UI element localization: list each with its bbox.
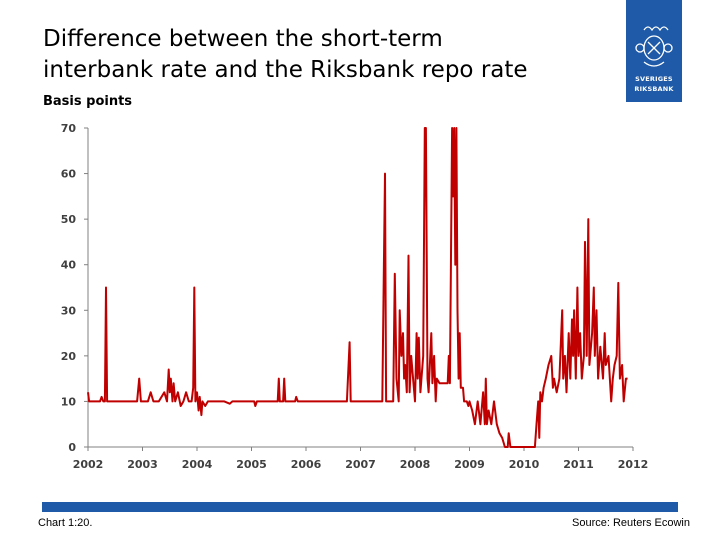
logo-text-line-1: SVERIGES <box>635 75 673 83</box>
y-tick-label: 0 <box>68 441 76 454</box>
riksbank-logo: SVERIGES RIKSBANK <box>626 0 682 102</box>
chart-title: Difference between the short-term interb… <box>43 24 623 86</box>
x-tick-label: 2006 <box>291 458 322 471</box>
y-tick-label: 50 <box>61 213 77 226</box>
chart-title-line-2: interbank rate and the Riksbank repo rat… <box>43 57 528 83</box>
y-axis-unit-label: Basis points <box>43 94 133 109</box>
y-tick-label: 60 <box>61 168 77 181</box>
x-tick-label: 2011 <box>563 458 594 471</box>
y-tick-label: 70 <box>61 122 77 135</box>
y-tick-label: 10 <box>61 395 77 408</box>
footer-bar <box>42 502 678 512</box>
chart-axes <box>87 128 633 448</box>
chart-title-line-1: Difference between the short-term <box>43 26 443 52</box>
chart-number: Chart 1:20. <box>38 517 93 529</box>
line-chart: 0 10 20 30 40 50 60 70 2002 2003 2004 2005 2006 2007… <box>61 122 649 471</box>
x-tick-label: 2004 <box>182 458 213 471</box>
y-tick-label: 40 <box>61 259 77 272</box>
logo-text-line-2: RIKSBANK <box>634 85 674 93</box>
y-tick-label: 20 <box>61 350 77 363</box>
chart-series <box>87 127 628 448</box>
y-axis-ticks: 0 10 20 30 40 50 60 70 <box>61 122 88 454</box>
x-tick-label: 2009 <box>454 458 485 471</box>
x-tick-label: 2003 <box>127 458 158 471</box>
x-tick-label: 2007 <box>345 458 376 471</box>
x-tick-label: 2012 <box>618 458 649 471</box>
riksbank-emblem <box>635 26 673 67</box>
y-tick-label: 30 <box>61 304 77 317</box>
chart-source: Source: Reuters Ecowin <box>572 517 690 529</box>
x-tick-label: 2005 <box>236 458 267 471</box>
series-line <box>87 127 628 448</box>
x-tick-label: 2008 <box>400 458 431 471</box>
x-tick-label: 2010 <box>509 458 540 471</box>
x-axis-ticks: 2002 2003 2004 2005 2006 2007 2008 2009 2010 2011… <box>73 447 649 471</box>
x-tick-label: 2002 <box>73 458 104 471</box>
